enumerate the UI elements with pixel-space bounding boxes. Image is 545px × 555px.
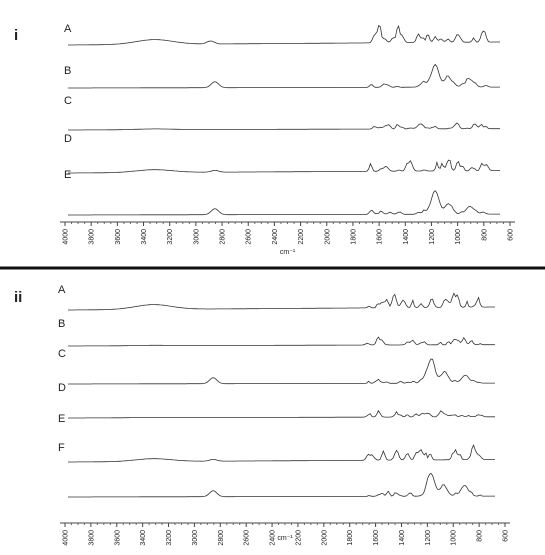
tick-label: 1200 <box>425 530 432 546</box>
trace-label: E <box>64 169 71 181</box>
tick-label: 3000 <box>192 530 199 546</box>
spectrum-trace <box>68 358 495 385</box>
trace-label: C <box>58 348 66 360</box>
panel-label: ii <box>14 289 22 306</box>
tick-label: 1000 <box>455 229 462 245</box>
trace-label: C <box>64 95 72 107</box>
tick-label: 3000 <box>193 229 200 245</box>
tick-label: 2200 <box>295 530 302 546</box>
tick-label: 600 <box>503 530 510 542</box>
tick-label: 3400 <box>141 229 148 245</box>
tick-label: 600 <box>508 229 515 241</box>
tick-label: 3600 <box>115 229 122 245</box>
spectrum-trace <box>68 444 495 463</box>
axis-label: cm⁻¹ <box>277 535 293 542</box>
tick-label: 2400 <box>272 229 279 245</box>
axis-label: cm⁻¹ <box>280 249 296 256</box>
spectrum-trace <box>68 159 500 174</box>
tick-label: 1800 <box>347 530 354 546</box>
trace-label: D <box>64 133 72 145</box>
trace-label: E <box>58 413 65 425</box>
tick-label: 3200 <box>166 530 173 546</box>
spectrum-trace <box>68 24 500 46</box>
tick-label: 2600 <box>246 229 253 245</box>
tick-label: 4000 <box>63 530 70 546</box>
tick-label: 1400 <box>399 530 406 546</box>
trace-label: B <box>64 65 71 77</box>
tick-label: 3400 <box>140 530 147 546</box>
spectrum-trace <box>68 409 495 419</box>
tick-label: 4000 <box>63 229 70 245</box>
trace-label: B <box>58 318 65 330</box>
spectrum-trace <box>68 472 495 498</box>
tick-label: 2600 <box>244 530 251 546</box>
tick-label: 1000 <box>451 530 458 546</box>
spectrum-trace <box>68 63 500 89</box>
trace-label: F <box>58 442 65 454</box>
tick-label: 3800 <box>89 229 96 245</box>
spectrum-trace <box>68 336 496 347</box>
tick-label: 1400 <box>403 229 410 245</box>
tick-label: 3800 <box>88 530 95 546</box>
tick-label: 800 <box>481 229 488 241</box>
tick-label: 1600 <box>377 229 384 245</box>
tick-label: 2800 <box>218 530 225 546</box>
tick-label: 2200 <box>298 229 305 245</box>
trace-label: D <box>58 382 66 394</box>
tick-label: 2000 <box>324 229 331 245</box>
tick-label: 2000 <box>321 530 328 546</box>
trace-label: A <box>58 284 66 296</box>
panel-label: i <box>14 27 18 44</box>
spectrum-trace <box>68 122 500 131</box>
tick-label: 1200 <box>429 229 436 245</box>
trace-label: A <box>64 23 72 35</box>
spectrum-trace <box>68 292 495 311</box>
tick-label: 2800 <box>220 229 227 245</box>
tick-label: 800 <box>477 530 484 542</box>
tick-label: 1800 <box>350 229 357 245</box>
tick-label: 1600 <box>373 530 380 546</box>
tick-label: 3600 <box>114 530 121 546</box>
tick-label: 3200 <box>167 229 174 245</box>
tick-label: 2400 <box>270 530 277 546</box>
spectrum-trace <box>68 190 500 216</box>
